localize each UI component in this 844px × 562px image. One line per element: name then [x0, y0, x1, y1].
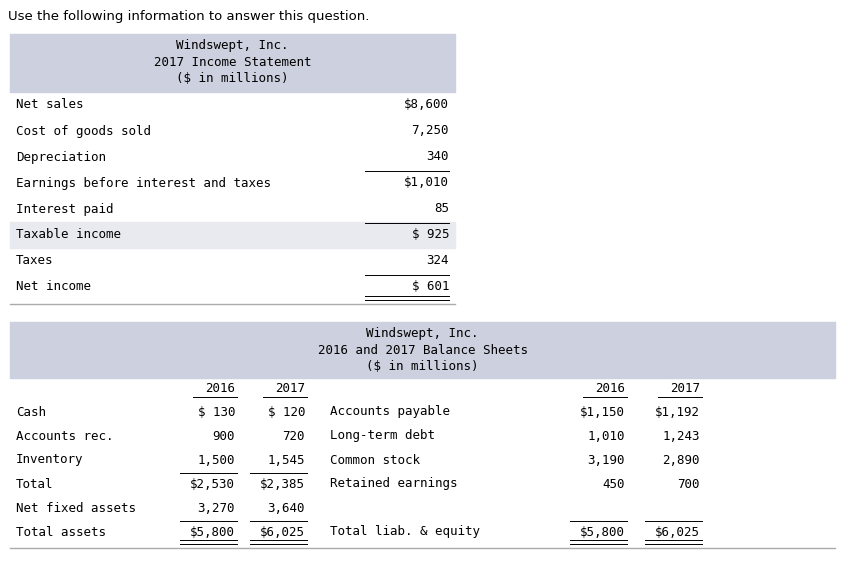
Text: $ 601: $ 601	[412, 280, 449, 293]
Text: 2017: 2017	[670, 383, 700, 396]
Text: Inventory: Inventory	[16, 454, 84, 466]
Text: 3,190: 3,190	[587, 454, 625, 466]
Text: Total assets: Total assets	[16, 525, 106, 538]
Text: Taxes: Taxes	[16, 255, 53, 268]
Text: $5,800: $5,800	[190, 525, 235, 538]
Text: Cost of goods sold: Cost of goods sold	[16, 125, 151, 138]
Text: 2017: 2017	[275, 383, 305, 396]
Text: $5,800: $5,800	[580, 525, 625, 538]
Text: Common stock: Common stock	[330, 454, 420, 466]
Text: 324: 324	[426, 255, 449, 268]
Text: 1,545: 1,545	[268, 454, 305, 466]
Text: 1,243: 1,243	[663, 429, 700, 442]
Text: $8,600: $8,600	[404, 98, 449, 111]
Text: $1,150: $1,150	[580, 406, 625, 419]
Text: Earnings before interest and taxes: Earnings before interest and taxes	[16, 176, 271, 189]
Text: 340: 340	[426, 151, 449, 164]
Text: 450: 450	[603, 478, 625, 491]
Text: Net fixed assets: Net fixed assets	[16, 501, 136, 514]
Text: Total liab. & equity: Total liab. & equity	[330, 525, 480, 538]
Text: 2016: 2016	[595, 383, 625, 396]
Text: $1,192: $1,192	[655, 406, 700, 419]
Text: 700: 700	[678, 478, 700, 491]
Text: Windswept, Inc.: Windswept, Inc.	[366, 328, 479, 341]
Text: 3,640: 3,640	[268, 501, 305, 514]
Text: $2,530: $2,530	[190, 478, 235, 491]
Text: 1,010: 1,010	[587, 429, 625, 442]
Text: Use the following information to answer this question.: Use the following information to answer …	[8, 10, 370, 23]
Text: Depreciation: Depreciation	[16, 151, 106, 164]
Text: 720: 720	[283, 429, 305, 442]
Text: $ 925: $ 925	[412, 229, 449, 242]
Text: 2016 and 2017 Balance Sheets: 2016 and 2017 Balance Sheets	[317, 343, 528, 356]
Text: Taxable income: Taxable income	[16, 229, 121, 242]
Text: 85: 85	[434, 202, 449, 215]
Text: 2,890: 2,890	[663, 454, 700, 466]
Text: Accounts rec.: Accounts rec.	[16, 429, 113, 442]
Text: 900: 900	[213, 429, 235, 442]
Text: ($ in millions): ($ in millions)	[176, 71, 289, 84]
Text: Retained earnings: Retained earnings	[330, 478, 457, 491]
Text: Long-term debt: Long-term debt	[330, 429, 435, 442]
Text: $6,025: $6,025	[260, 525, 305, 538]
Text: Net income: Net income	[16, 280, 91, 293]
Text: 7,250: 7,250	[412, 125, 449, 138]
Text: 3,270: 3,270	[197, 501, 235, 514]
Text: 1,500: 1,500	[197, 454, 235, 466]
Text: Windswept, Inc.: Windswept, Inc.	[176, 39, 289, 52]
Text: Total: Total	[16, 478, 53, 491]
Text: $1,010: $1,010	[404, 176, 449, 189]
Text: 2016: 2016	[205, 383, 235, 396]
Text: Cash: Cash	[16, 406, 46, 419]
Text: $2,385: $2,385	[260, 478, 305, 491]
Text: ($ in millions): ($ in millions)	[366, 360, 479, 373]
Text: 2017 Income Statement: 2017 Income Statement	[154, 56, 311, 69]
Text: $ 130: $ 130	[197, 406, 235, 419]
Text: $6,025: $6,025	[655, 525, 700, 538]
Text: Net sales: Net sales	[16, 98, 84, 111]
Text: Accounts payable: Accounts payable	[330, 406, 450, 419]
Text: $ 120: $ 120	[268, 406, 305, 419]
Text: Interest paid: Interest paid	[16, 202, 113, 215]
